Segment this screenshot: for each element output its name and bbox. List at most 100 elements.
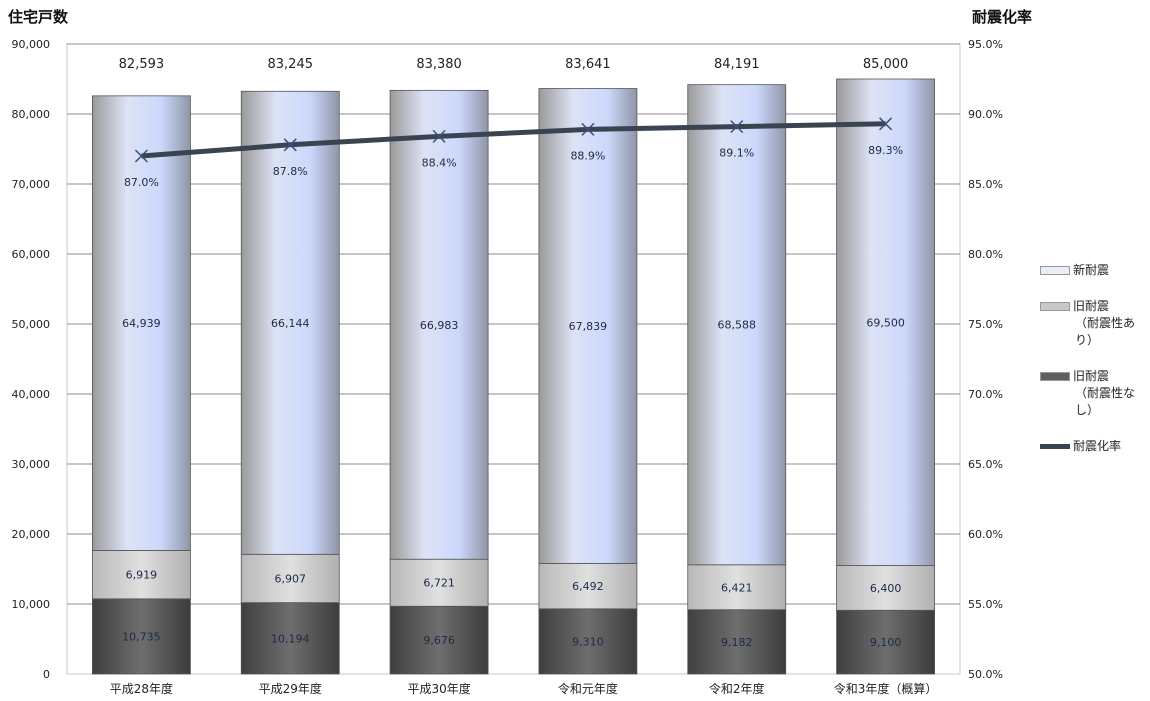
legend-swatch-new <box>1040 266 1070 275</box>
legend-item-rate: 耐震化率 <box>1040 438 1150 455</box>
legend-swatch-old-ok <box>1040 302 1070 311</box>
rate-polyline <box>141 121 886 159</box>
legend-swatch-old-ng <box>1040 372 1070 381</box>
rate-label: 89.3% <box>868 144 903 157</box>
y-tick-label: 70,000 <box>12 178 51 191</box>
rate-marker <box>581 122 595 136</box>
bar-segment <box>92 550 191 600</box>
total-label: 82,593 <box>119 57 165 72</box>
category-label: 令和元年度 <box>558 681 618 696</box>
bar-segment <box>538 562 638 610</box>
y2-tick-label: 75.0% <box>968 318 1003 331</box>
legend-label-rate: 耐震化率 <box>1073 439 1122 453</box>
segment-label: 66,983 <box>420 319 459 332</box>
legend-sublabel-old-ok: （耐震性あり） <box>1075 316 1136 347</box>
legend-swatch-rate <box>1040 444 1070 449</box>
y2-tick-label: 85.0% <box>968 178 1003 191</box>
bar-segment <box>538 88 638 564</box>
rate-marker <box>879 117 893 131</box>
legend-item-new: 新耐震 <box>1040 262 1150 279</box>
y2-tick-label: 80.0% <box>968 248 1003 261</box>
y-tick-label: 10,000 <box>12 598 51 611</box>
segment-label: 66,144 <box>271 317 310 330</box>
bar-segment <box>389 89 489 560</box>
category-label: 平成28年度 <box>110 681 173 696</box>
bar-segment <box>240 602 340 675</box>
bar-segment <box>836 78 935 566</box>
rate-label: 89.1% <box>719 147 754 160</box>
segment-label: 68,588 <box>718 319 757 332</box>
segment-label: 6,400 <box>870 582 902 595</box>
category-label: 平成30年度 <box>407 681 470 696</box>
segment-label: 6,421 <box>721 581 753 594</box>
total-label: 83,380 <box>416 57 462 72</box>
segment-label: 6,721 <box>423 577 455 590</box>
y2-tick-label: 55.0% <box>968 598 1003 611</box>
data-labels: 10,735 6,919 64,939 82,593 平成28年度 10,194 6,907… <box>110 57 938 696</box>
segment-label: 10,194 <box>271 632 310 645</box>
y2-tick-label: 95.0% <box>968 38 1003 51</box>
y-tick-label: 40,000 <box>12 388 51 401</box>
y2-tick-label: 65.0% <box>968 458 1003 471</box>
y-tick-label: 30,000 <box>12 458 51 471</box>
y-axis-title: 住宅戸数 <box>8 8 69 26</box>
total-label: 84,191 <box>714 57 760 72</box>
rate-marker <box>730 120 744 134</box>
segment-label: 10,735 <box>122 630 161 643</box>
bar-segment <box>538 608 638 675</box>
rate-marker <box>432 129 446 143</box>
segment-label: 9,676 <box>423 634 455 647</box>
rate-label: 87.8% <box>273 165 308 178</box>
rate-line <box>134 117 893 163</box>
y-tick-label: 80,000 <box>12 108 51 121</box>
legend-item-old-ok: 旧耐震 （耐震性あり） <box>1040 298 1150 349</box>
plot-area <box>66 43 961 675</box>
y2-tick-label: 70.0% <box>968 388 1003 401</box>
segment-label: 9,100 <box>870 636 902 649</box>
segment-label: 6,492 <box>572 580 604 593</box>
y2-tick-label: 50.0% <box>968 668 1003 681</box>
rate-label: 87.0% <box>124 176 159 189</box>
bar-segment <box>687 84 787 566</box>
total-label: 83,245 <box>268 57 314 72</box>
y2-axis-title: 耐震化率 <box>972 8 1033 26</box>
rate-label: 88.9% <box>570 149 605 162</box>
axes: 0 10,000 20,000 30,000 40,000 50,000 60,000 70,… <box>12 38 1003 681</box>
legend-label-new: 新耐震 <box>1073 263 1110 277</box>
total-label: 85,000 <box>863 57 909 72</box>
bar-segment <box>389 605 489 675</box>
legend-label-old-ng: 旧耐震 <box>1073 369 1110 383</box>
segment-label: 64,939 <box>122 317 161 330</box>
bar-segment <box>836 609 935 675</box>
rate-label: 88.4% <box>422 156 457 169</box>
segment-label: 9,310 <box>572 635 604 648</box>
y-tick-label: 50,000 <box>12 318 51 331</box>
y-tick-label: 60,000 <box>12 248 51 261</box>
segment-label: 67,839 <box>569 320 608 333</box>
y2-tick-label: 90.0% <box>968 108 1003 121</box>
bar-segment <box>836 565 935 611</box>
category-label: 令和2年度 <box>709 681 765 696</box>
rate-marker <box>283 138 297 152</box>
segment-label: 9,182 <box>721 636 753 649</box>
bars <box>92 78 935 675</box>
segment-label: 6,907 <box>275 572 307 585</box>
segment-label: 69,500 <box>866 316 905 329</box>
bar-segment <box>389 558 489 607</box>
gridlines <box>67 43 960 605</box>
bar-segment <box>240 90 340 555</box>
y-tick-label: 20,000 <box>12 528 51 541</box>
rate-marker <box>134 149 148 163</box>
y-tick-label: 0 <box>43 668 50 681</box>
total-label: 83,641 <box>565 57 611 72</box>
segment-label: 6,919 <box>126 569 158 582</box>
y-tick-label: 90,000 <box>12 38 51 51</box>
legend-label-old-ok: 旧耐震 <box>1073 299 1110 313</box>
y2-tick-label: 60.0% <box>968 528 1003 541</box>
category-label: 令和3年度（概算） <box>834 681 938 696</box>
legend-item-old-ng: 旧耐震 （耐震性なし） <box>1040 368 1150 419</box>
legend: 新耐震 旧耐震 （耐震性あり） 旧耐震 （耐震性なし） 耐震化率 <box>1040 262 1150 474</box>
bar-segment <box>92 95 191 551</box>
category-label: 平成29年度 <box>259 681 322 696</box>
